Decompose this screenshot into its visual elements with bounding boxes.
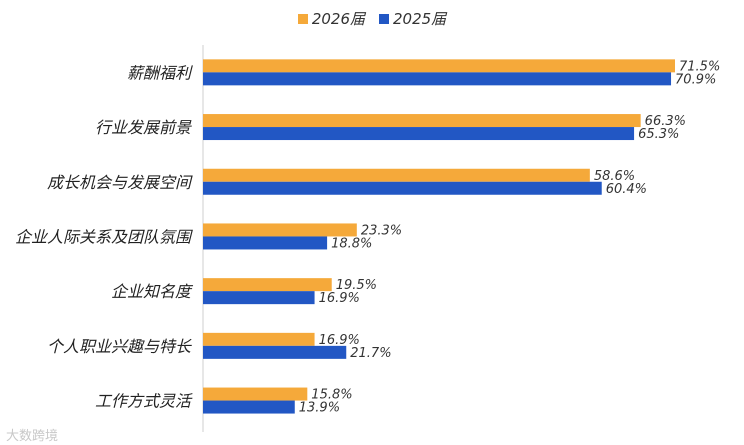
category-label: 行业发展前景 <box>95 118 192 137</box>
legend-swatch-2025 <box>379 13 389 24</box>
category-label: 企业知名度 <box>111 282 194 301</box>
bar-2026 <box>203 332 315 346</box>
bar-2026 <box>203 168 590 182</box>
category-label: 工作方式灵活 <box>95 392 193 411</box>
data-label-2026: 15.8% <box>311 388 352 403</box>
legend: 2026届 2025届 <box>0 8 744 29</box>
bar-2026 <box>203 223 357 237</box>
bar-2025 <box>203 345 347 359</box>
bar-2025 <box>203 291 315 305</box>
watermark: 大数跨境 <box>6 425 58 444</box>
bar-2025 <box>203 127 635 141</box>
data-label-2026: 19.5% <box>336 278 377 293</box>
legend-item-2026: 2026届 <box>297 8 365 29</box>
bar-2025 <box>203 72 672 86</box>
watermark-text: 大数跨境 <box>6 429 59 444</box>
data-label-2026: 66.3% <box>645 114 686 129</box>
legend-label-2025: 2025届 <box>393 10 447 28</box>
category-label: 薪酬福利 <box>127 63 193 82</box>
category-label: 个人职业兴趣与特长 <box>47 337 192 356</box>
bar-2026 <box>203 59 675 73</box>
bar-2026 <box>203 387 308 401</box>
data-label-2025: 18.8% <box>331 236 372 251</box>
bar-2026 <box>203 278 332 292</box>
category-label: 企业人际关系及团队氛围 <box>15 227 193 246</box>
bar-2025 <box>203 181 602 195</box>
legend-label-2026: 2026届 <box>311 10 365 28</box>
data-label-2026: 23.3% <box>361 223 402 238</box>
bar-2025 <box>203 236 328 250</box>
legend-item-2025: 2025届 <box>379 8 446 29</box>
data-label-2026: 71.5% <box>679 59 720 74</box>
data-label-2025: 65.3% <box>638 127 679 142</box>
data-label-2026: 58.6% <box>594 169 635 184</box>
legend-swatch-2026 <box>297 13 308 24</box>
bar-2025 <box>203 400 295 414</box>
data-label-2025: 13.9% <box>299 401 340 416</box>
data-label-2025: 60.4% <box>606 182 647 197</box>
data-label-2025: 21.7% <box>350 346 391 361</box>
data-label-2026: 16.9% <box>319 333 360 348</box>
category-label: 成长机会与发展空间 <box>47 173 193 192</box>
bar-2026 <box>203 114 641 128</box>
data-label-2025: 16.9% <box>319 291 360 306</box>
data-label-2025: 70.9% <box>675 72 716 87</box>
